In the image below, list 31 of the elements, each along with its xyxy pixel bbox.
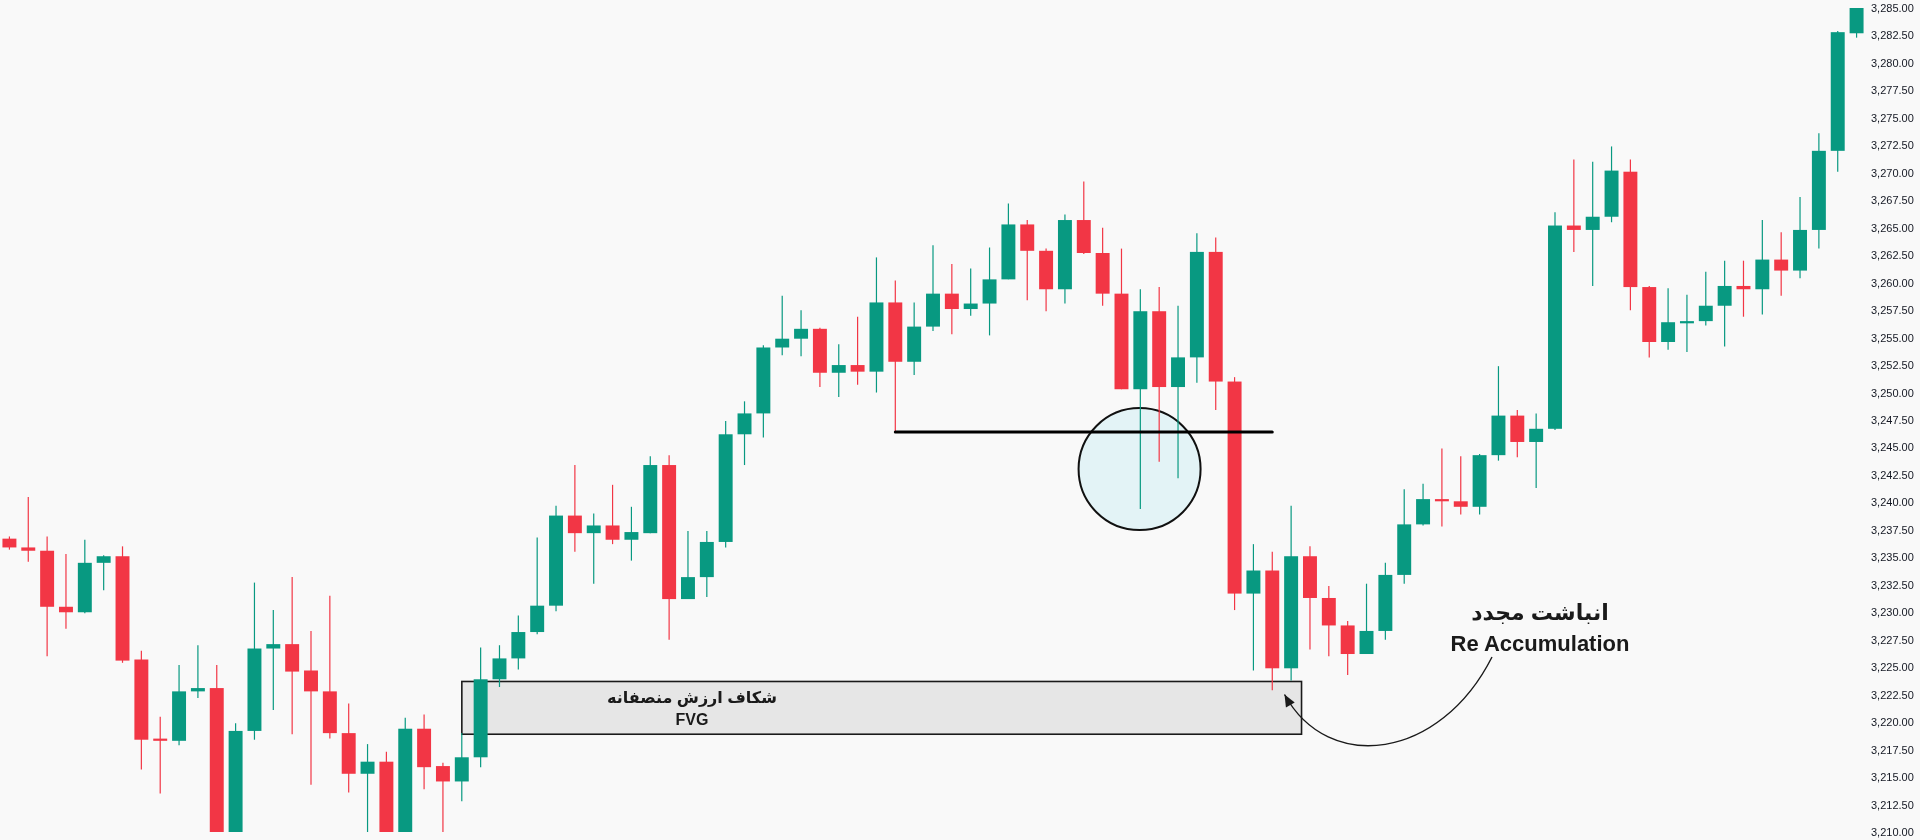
y-tick-label: 3,260.00 bbox=[1871, 276, 1914, 289]
y-tick-label: 3,250.00 bbox=[1871, 386, 1914, 399]
y-tick-label: 3,227.50 bbox=[1871, 633, 1914, 646]
y-tick-label: 3,237.50 bbox=[1871, 523, 1914, 536]
y-tick-label: 3,265.00 bbox=[1871, 221, 1914, 234]
y-tick-label: 3,285.00 bbox=[1871, 2, 1914, 14]
y-tick-label: 3,220.00 bbox=[1871, 716, 1914, 729]
y-tick-label: 3,222.50 bbox=[1871, 688, 1914, 701]
y-tick-label: 3,282.50 bbox=[1871, 29, 1914, 42]
y-tick-label: 3,270.00 bbox=[1871, 166, 1914, 179]
y-tick-label: 3,247.50 bbox=[1871, 414, 1914, 426]
y-tick-label: 3,280.00 bbox=[1871, 56, 1914, 69]
y-tick-label: 3,245.00 bbox=[1871, 441, 1914, 454]
y-tick-label: 3,242.50 bbox=[1871, 468, 1914, 481]
y-tick-label: 3,215.00 bbox=[1871, 771, 1914, 784]
y-tick-label: 3,255.00 bbox=[1871, 331, 1914, 344]
y-tick-label: 3,262.50 bbox=[1871, 249, 1914, 262]
y-tick-label: 3,210.00 bbox=[1871, 826, 1914, 838]
y-tick-label: 3,212.50 bbox=[1871, 798, 1914, 811]
y-tick-label: 3,272.50 bbox=[1871, 139, 1914, 152]
y-tick-label: 3,277.50 bbox=[1871, 84, 1914, 97]
y-tick-label: 3,240.00 bbox=[1871, 496, 1914, 509]
y-tick-label: 3,252.50 bbox=[1871, 359, 1914, 372]
y-tick-label: 3,217.50 bbox=[1871, 743, 1914, 756]
y-tick-label: 3,235.00 bbox=[1871, 551, 1914, 564]
y-tick-label: 3,225.00 bbox=[1871, 661, 1914, 674]
y-tick-label: 3,232.50 bbox=[1871, 578, 1914, 591]
y-tick-label: 3,275.00 bbox=[1871, 111, 1914, 124]
y-tick-label: 3,230.00 bbox=[1871, 606, 1914, 619]
y-tick-label: 3,267.50 bbox=[1871, 194, 1914, 207]
y-tick-label: 3,257.50 bbox=[1871, 304, 1914, 317]
